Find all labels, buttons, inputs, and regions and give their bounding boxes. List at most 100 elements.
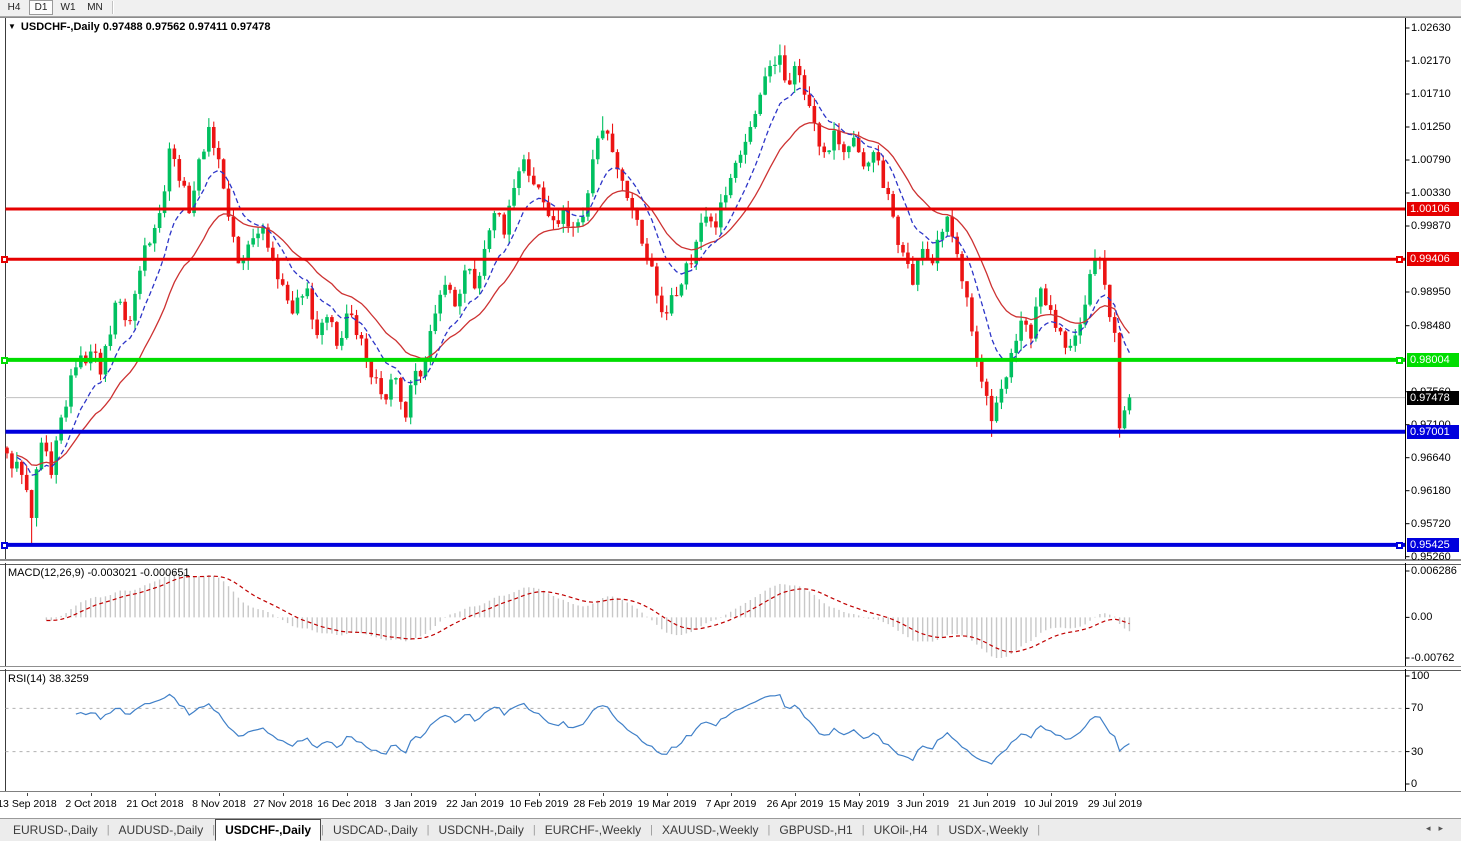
chart-tab-usdx[interactable]: USDX-,Weekly — [948, 823, 1029, 837]
chart-tab-usdcad[interactable]: USDCAD-,Daily — [332, 823, 418, 837]
candle-body — [684, 263, 689, 285]
macd-bar — [739, 605, 742, 618]
candle-body — [443, 284, 447, 295]
candle-body — [669, 295, 674, 314]
macd-bar — [897, 617, 899, 631]
chart-tab-usdcnh[interactable]: USDCNH-,Daily — [438, 823, 524, 837]
macd-bar — [345, 617, 348, 635]
tab-separator: | — [106, 824, 110, 836]
candle-body — [216, 147, 221, 160]
candle-body — [211, 126, 216, 148]
candle-body — [694, 241, 699, 264]
macd-bar — [89, 598, 92, 618]
macd-bar — [365, 617, 368, 635]
chart-window: 13 Sep 2018 2 Oct 2018 21 Oct 2018 8 Nov 20… — [0, 17, 1461, 819]
candle-body — [531, 175, 536, 185]
chart-tab-gbpusd[interactable]: GBPUSD-,H1 — [779, 823, 853, 837]
candle-body — [832, 130, 836, 151]
tab-scroll-right-icon[interactable]: ▸ — [1438, 823, 1451, 833]
candlestick-layer — [5, 44, 1132, 545]
macd-bar — [626, 602, 628, 618]
macd-bar — [631, 605, 633, 618]
candle-body — [266, 227, 270, 248]
candle-body — [305, 288, 310, 297]
candle-body — [512, 187, 516, 206]
macd-bar — [823, 603, 825, 618]
chart-tab-eurusd[interactable]: EURUSD-,Daily — [13, 823, 98, 837]
time-axis-label: 2 Oct 2018 — [65, 798, 117, 810]
macd-bar — [1054, 617, 1057, 628]
time-axis-label: 22 Jan 2019 — [446, 798, 504, 810]
macd-bar — [144, 585, 146, 618]
chart-tabs: EURUSD-,Daily | AUDUSD-,Daily | USDCHF-,Dail… — [4, 819, 1040, 841]
macd-bar — [153, 581, 156, 618]
candle-body — [566, 209, 571, 227]
time-axis-label: 10 Jul 2019 — [1023, 798, 1079, 810]
chart-tabs-bar: EURUSD-,Daily | AUDUSD-,Daily | USDCHF-,Dail… — [0, 818, 1461, 841]
pane-splitter-rsi[interactable] — [0, 666, 1461, 671]
tab-scroll-left-icon[interactable]: ◂ — [1425, 823, 1439, 833]
candle-body — [650, 259, 654, 267]
chart-tab-ukoil[interactable]: UKOil-,H4 — [873, 823, 928, 837]
macd-bar — [1094, 616, 1096, 618]
macd-bar — [370, 617, 373, 637]
macd-bar — [272, 614, 274, 618]
macd-bar — [168, 572, 171, 618]
candle-body — [842, 144, 846, 153]
chart-tab-xauusd[interactable]: XAUUSD-,Weekly — [662, 823, 759, 837]
candle-body — [226, 188, 231, 217]
macd-bar — [931, 617, 934, 642]
macd-bar — [562, 599, 564, 618]
candle-body — [758, 94, 763, 115]
time-axis-tick — [1051, 793, 1052, 796]
candle-body — [369, 360, 374, 378]
candle-body — [207, 126, 211, 152]
candle-body — [315, 319, 319, 336]
candle-body — [300, 296, 305, 298]
candle-body — [1112, 317, 1117, 333]
macd-pane[interactable] — [0, 563, 1461, 666]
chart-tab-audusd[interactable]: AUDUSD-,Daily — [118, 823, 204, 837]
timeframe-button-h4[interactable]: H4 — [7, 2, 21, 13]
candle-body — [394, 378, 398, 380]
macd-bar — [473, 606, 476, 618]
macd-bar — [601, 597, 604, 618]
time-axis-tick — [347, 793, 348, 796]
timeframe-button-mn[interactable]: MN — [87, 2, 103, 13]
candle-body — [807, 94, 812, 107]
macd-bar — [208, 575, 210, 618]
chart-tab-usdchf[interactable]: USDCHF-,Daily — [215, 819, 322, 841]
candle-body — [403, 401, 408, 418]
macd-bar — [656, 617, 658, 625]
price-pane[interactable] — [0, 17, 1461, 560]
candle-body — [615, 152, 620, 170]
pane-splitter-macd[interactable] — [0, 560, 1461, 565]
candle-body — [15, 461, 19, 469]
candle-body — [448, 284, 452, 290]
macd-bar — [385, 617, 387, 641]
candle-body — [935, 239, 940, 264]
rsi-pane[interactable] — [0, 669, 1461, 791]
candle-body — [69, 375, 73, 407]
macd-bar — [646, 616, 648, 618]
timeframe-button-w1[interactable]: W1 — [60, 2, 76, 13]
candle-body — [1083, 304, 1087, 325]
macd-bar — [380, 617, 382, 640]
candle-body — [285, 284, 290, 301]
candle-body — [123, 301, 127, 321]
macd-bar — [990, 617, 993, 657]
candle-body — [965, 281, 969, 298]
candle-body — [610, 133, 615, 153]
chart-tab-eurchf[interactable]: EURCHF-,Weekly — [544, 823, 642, 837]
candle-body — [536, 184, 541, 188]
macd-bar — [769, 587, 771, 618]
macd-bar — [149, 583, 151, 618]
macd-bar — [912, 617, 914, 641]
candle-body — [349, 313, 354, 316]
timeframe-button-d1[interactable]: D1 — [29, 0, 53, 15]
time-axis-tick — [667, 793, 668, 796]
candle-body — [753, 114, 758, 127]
macd-bar — [291, 617, 294, 627]
macd-bar — [203, 576, 205, 618]
candle-body — [704, 216, 708, 223]
